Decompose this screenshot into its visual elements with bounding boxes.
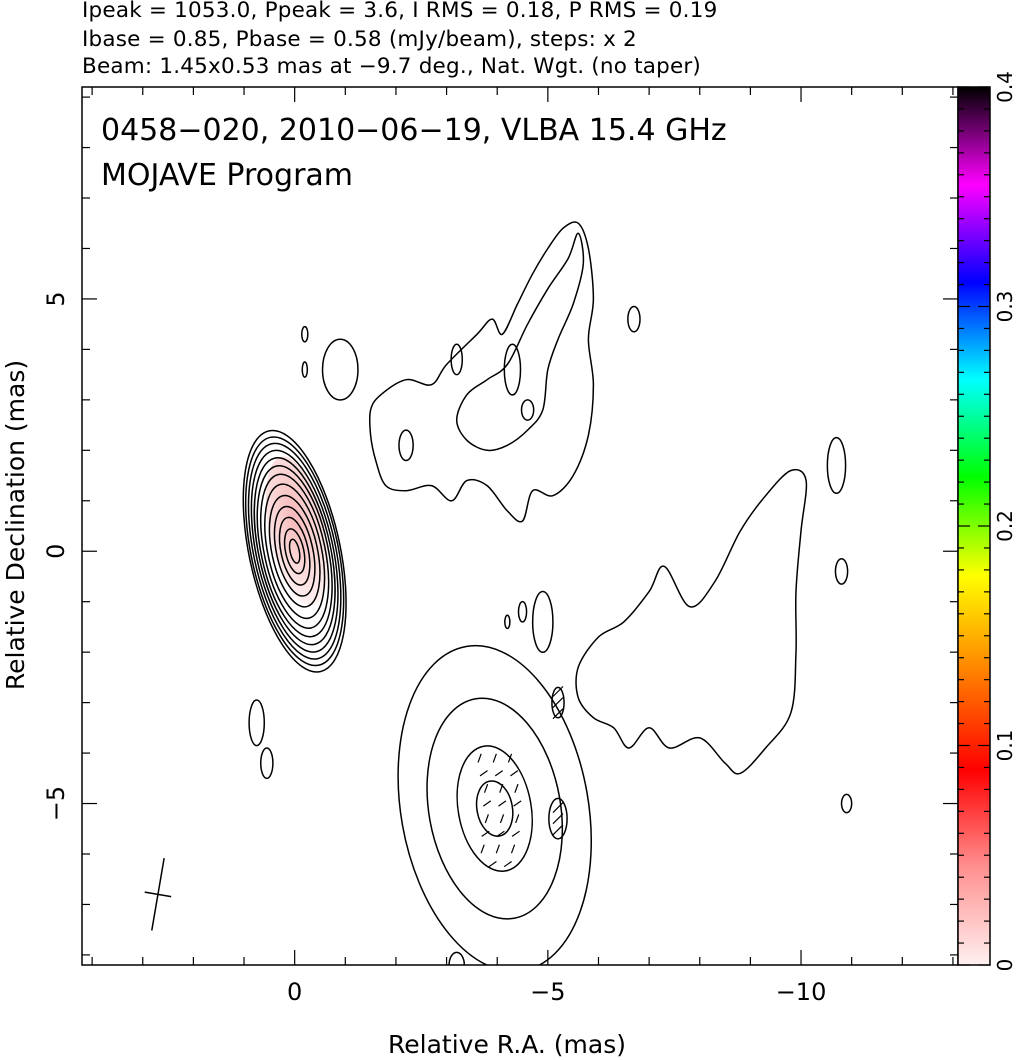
polarization-vector <box>499 783 504 793</box>
polarization-vector <box>552 802 564 813</box>
core-contour <box>288 538 301 564</box>
colorbar-tick-label: 0.1 <box>993 730 1017 762</box>
island-contour <box>627 305 641 333</box>
polarization-vector <box>494 770 504 777</box>
chart-title: 0458−020, 2010−06−19, VLBA 15.4 GHz <box>101 113 727 148</box>
polarization-vector <box>514 783 519 793</box>
polarization-vector <box>481 830 490 837</box>
upper-jet-inner-contour <box>455 232 585 452</box>
island-contour <box>834 558 849 585</box>
polarization-vector <box>507 753 513 763</box>
polarization-vector <box>482 800 492 807</box>
island-contour <box>517 600 528 623</box>
polarization-vector <box>552 813 564 825</box>
polarization-vector <box>515 814 520 824</box>
jet-lower-component-contour <box>426 697 564 920</box>
core-contour <box>268 494 321 608</box>
lower-jet-plume-contour <box>575 468 808 775</box>
x-tick-label: −5 <box>530 978 565 1006</box>
jet-lower-component-contour <box>397 644 593 965</box>
core-contour <box>244 436 345 667</box>
header-peak-rms: Ipeak = 1053.0, Ppeak = 3.6, I RMS = 0.1… <box>82 0 718 23</box>
y-axis-label: Relative Declination (mas) <box>1 360 30 690</box>
polarization-vector <box>552 824 564 836</box>
y-tick-label: 0 <box>42 544 70 559</box>
polarization-vector <box>496 830 505 837</box>
core-contour <box>253 457 336 646</box>
polarization-vector <box>492 753 497 763</box>
polarization-vector <box>484 814 489 824</box>
polarization-vector <box>503 860 512 868</box>
island-contour <box>531 590 554 654</box>
island-contour <box>840 793 853 814</box>
polarization-vector <box>495 844 500 854</box>
colorbar-tick-label: 0.4 <box>993 71 1017 103</box>
polarization-vector <box>510 770 519 777</box>
island-contour <box>503 343 522 396</box>
jet-lower-component-contour <box>475 780 514 837</box>
island-contour <box>450 343 464 376</box>
polarization-vector <box>477 753 482 763</box>
beam-minor-axis <box>144 891 172 898</box>
polarization-vector <box>480 844 485 854</box>
jet-lower-component-contour <box>456 745 533 872</box>
x-axis-label: Relative R.A. (mas) <box>388 1030 626 1059</box>
island-contour <box>520 399 535 421</box>
x-tick-label: 0 <box>287 978 302 1006</box>
core-contour <box>250 449 339 653</box>
polarization-vector <box>483 783 489 793</box>
upper-jet-contour <box>368 221 595 523</box>
colorbar-tick-label: 0.2 <box>993 510 1017 542</box>
island-contour <box>548 797 568 840</box>
core-contour <box>278 516 311 586</box>
polarization-vector <box>498 800 507 807</box>
island-contour <box>551 686 565 719</box>
header-base-steps: Ibase = 0.85, Pbase = 0.58 (mJy/beam), s… <box>82 27 637 52</box>
colorbar-tick-label: 0 <box>993 959 1017 972</box>
y-tick-label: 5 <box>42 291 70 306</box>
island-contour <box>301 325 309 343</box>
island-contour <box>248 699 266 747</box>
core-contour <box>273 505 316 597</box>
polarization-vector <box>552 686 564 697</box>
core-contour <box>242 429 347 673</box>
polarization-vector <box>488 860 497 868</box>
polarization-vector <box>513 800 522 807</box>
x-tick-label: −10 <box>776 978 827 1006</box>
plot-frame <box>81 86 959 966</box>
colorbar-tick-label: 0.3 <box>993 291 1017 323</box>
polarization-vector <box>479 770 488 777</box>
chart-subtitle: MOJAVE Program <box>101 158 353 193</box>
core-contour <box>283 528 306 575</box>
polarization-vector <box>499 814 505 824</box>
island-contour <box>259 747 274 780</box>
header-beam: Beam: 1.45x0.53 mas at −9.7 deg., Nat. W… <box>82 54 702 79</box>
polarization-vector <box>511 830 520 837</box>
island-contour <box>301 361 309 378</box>
core-contour <box>256 465 333 638</box>
island-contour <box>448 951 466 965</box>
y-tick-label: −5 <box>42 786 70 821</box>
polarization-vector <box>552 697 564 709</box>
island-contour <box>826 436 847 495</box>
polarization-vector <box>552 708 564 720</box>
island-contour <box>321 338 359 401</box>
island-contour <box>398 429 414 462</box>
polarization-vector <box>510 844 516 854</box>
core-contour <box>264 483 326 620</box>
core-contour <box>260 473 330 630</box>
core-contour <box>247 442 342 660</box>
island-contour <box>504 614 511 630</box>
